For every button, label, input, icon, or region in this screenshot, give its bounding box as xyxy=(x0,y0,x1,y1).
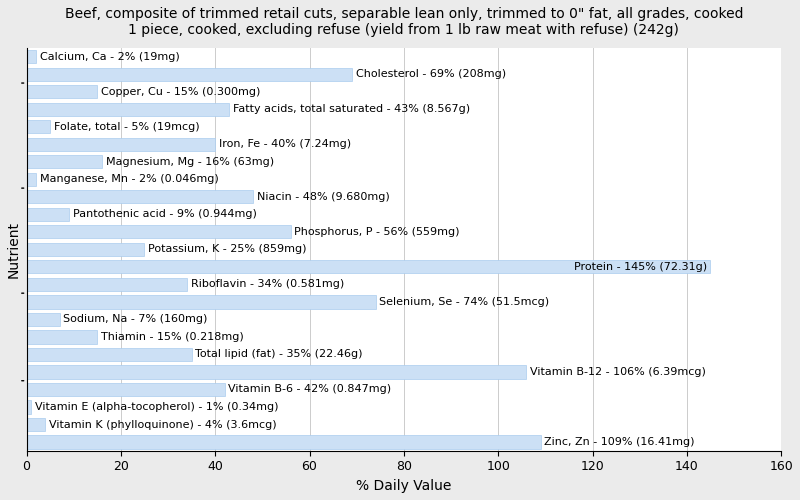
Bar xyxy=(26,313,59,326)
Bar xyxy=(26,418,46,431)
Bar xyxy=(26,330,98,344)
Text: Thiamin - 15% (0.218mg): Thiamin - 15% (0.218mg) xyxy=(101,332,244,342)
Bar xyxy=(26,68,352,81)
Text: Potassium, K - 25% (859mg): Potassium, K - 25% (859mg) xyxy=(148,244,306,254)
Text: Niacin - 48% (9.680mg): Niacin - 48% (9.680mg) xyxy=(257,192,390,202)
Bar xyxy=(26,400,31,413)
Text: Riboflavin - 34% (0.581mg): Riboflavin - 34% (0.581mg) xyxy=(190,280,344,289)
Bar xyxy=(26,208,69,221)
Text: Total lipid (fat) - 35% (22.46g): Total lipid (fat) - 35% (22.46g) xyxy=(195,350,363,360)
Bar xyxy=(26,190,253,203)
Bar xyxy=(26,156,102,168)
Text: Selenium, Se - 74% (51.5mcg): Selenium, Se - 74% (51.5mcg) xyxy=(379,297,550,307)
Text: Vitamin B-6 - 42% (0.847mg): Vitamin B-6 - 42% (0.847mg) xyxy=(228,384,391,394)
Bar xyxy=(26,278,187,291)
Y-axis label: Nutrient: Nutrient xyxy=(7,221,21,278)
Bar xyxy=(26,436,541,448)
Bar xyxy=(26,50,36,64)
Text: Copper, Cu - 15% (0.300mg): Copper, Cu - 15% (0.300mg) xyxy=(101,87,260,97)
Text: Calcium, Ca - 2% (19mg): Calcium, Ca - 2% (19mg) xyxy=(40,52,179,62)
Text: Phosphorus, P - 56% (559mg): Phosphorus, P - 56% (559mg) xyxy=(294,227,460,237)
Bar xyxy=(26,173,36,186)
Text: Magnesium, Mg - 16% (63mg): Magnesium, Mg - 16% (63mg) xyxy=(106,157,274,167)
Bar xyxy=(26,260,710,274)
Text: Iron, Fe - 40% (7.24mg): Iron, Fe - 40% (7.24mg) xyxy=(219,140,351,149)
X-axis label: % Daily Value: % Daily Value xyxy=(356,479,451,493)
Text: Vitamin K (phylloquinone) - 4% (3.6mcg): Vitamin K (phylloquinone) - 4% (3.6mcg) xyxy=(49,420,277,430)
Bar xyxy=(26,85,98,98)
Text: Zinc, Zn - 109% (16.41mg): Zinc, Zn - 109% (16.41mg) xyxy=(544,437,695,447)
Text: Protein - 145% (72.31g): Protein - 145% (72.31g) xyxy=(574,262,706,272)
Text: Manganese, Mn - 2% (0.046mg): Manganese, Mn - 2% (0.046mg) xyxy=(40,174,218,184)
Bar xyxy=(26,296,375,308)
Bar xyxy=(26,226,290,238)
Bar xyxy=(26,383,225,396)
Bar xyxy=(26,366,526,378)
Text: Vitamin B-12 - 106% (6.39mcg): Vitamin B-12 - 106% (6.39mcg) xyxy=(530,367,706,377)
Bar xyxy=(26,348,191,361)
Bar xyxy=(26,103,230,116)
Bar xyxy=(26,120,50,134)
Text: Pantothenic acid - 9% (0.944mg): Pantothenic acid - 9% (0.944mg) xyxy=(73,210,257,220)
Bar xyxy=(26,243,145,256)
Text: Folate, total - 5% (19mcg): Folate, total - 5% (19mcg) xyxy=(54,122,199,132)
Text: Vitamin E (alpha-tocopherol) - 1% (0.34mg): Vitamin E (alpha-tocopherol) - 1% (0.34m… xyxy=(35,402,278,412)
Text: Sodium, Na - 7% (160mg): Sodium, Na - 7% (160mg) xyxy=(63,314,208,324)
Title: Beef, composite of trimmed retail cuts, separable lean only, trimmed to 0" fat, : Beef, composite of trimmed retail cuts, … xyxy=(65,7,743,37)
Bar xyxy=(26,138,215,151)
Text: Cholesterol - 69% (208mg): Cholesterol - 69% (208mg) xyxy=(356,70,506,80)
Text: Fatty acids, total saturated - 43% (8.567g): Fatty acids, total saturated - 43% (8.56… xyxy=(233,104,470,115)
